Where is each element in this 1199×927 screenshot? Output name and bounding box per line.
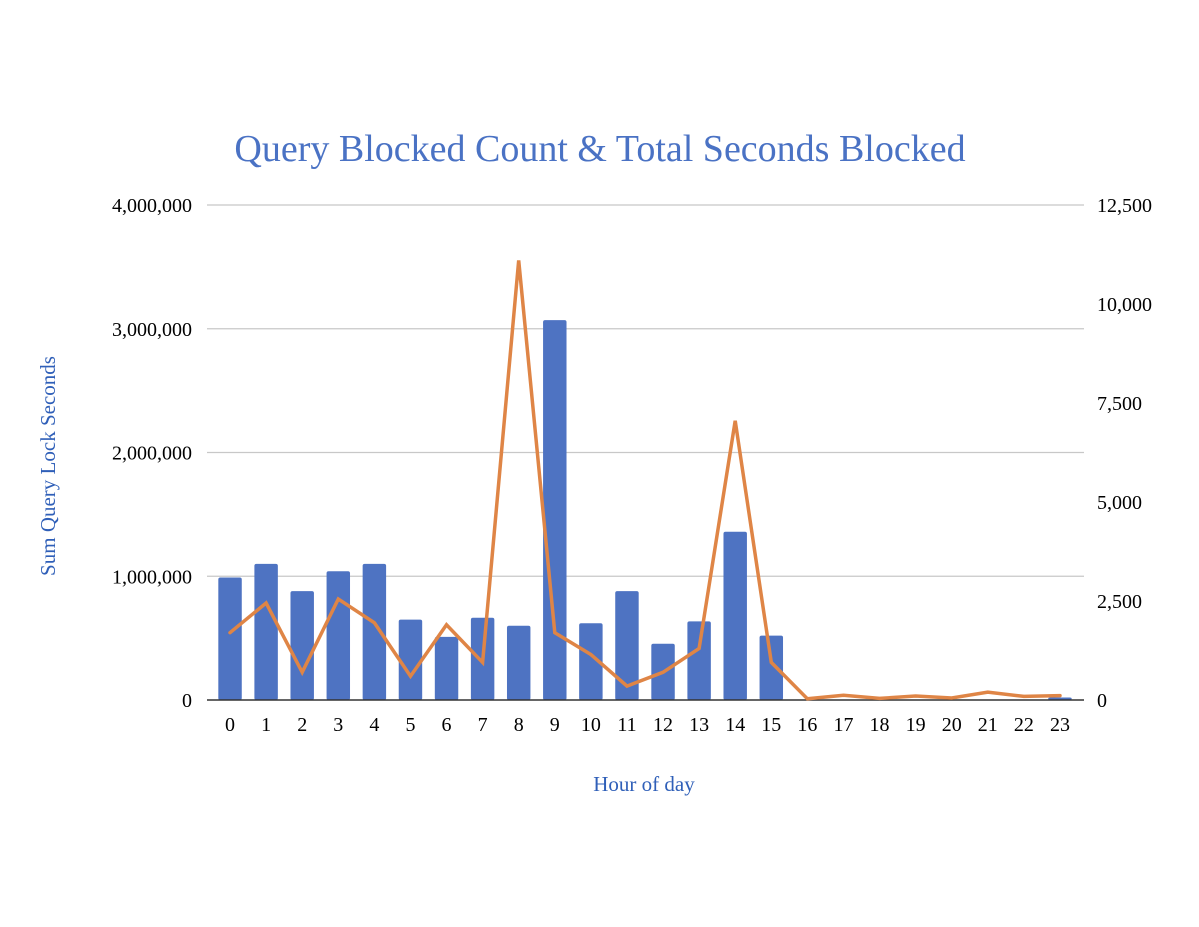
left-tick-label: 2,000,000 xyxy=(112,443,192,465)
x-tick-label: 6 xyxy=(442,714,452,736)
x-tick-label: 9 xyxy=(550,714,560,736)
right-tick-label: 0 xyxy=(1097,690,1107,712)
right-tick-label: 5,000 xyxy=(1097,492,1142,514)
bar xyxy=(687,621,711,700)
y-axis-title: Sum Query Lock Seconds xyxy=(36,356,60,576)
x-tick-label: 2 xyxy=(297,714,307,736)
x-tick-label: 10 xyxy=(581,714,601,736)
right-tick-label: 7,500 xyxy=(1097,393,1142,415)
x-tick-label: 12 xyxy=(653,714,673,736)
x-tick-label: 23 xyxy=(1050,714,1070,736)
x-tick-label: 22 xyxy=(1014,714,1034,736)
x-tick-label: 21 xyxy=(978,714,998,736)
x-axis-title: Hour of day xyxy=(593,772,695,796)
bar xyxy=(543,320,567,700)
bar-series xyxy=(218,320,1072,700)
x-tick-label: 5 xyxy=(405,714,415,736)
bar xyxy=(290,591,314,700)
x-tick-label: 16 xyxy=(797,714,817,736)
right-tick-label: 12,500 xyxy=(1097,195,1152,217)
x-tick-label: 11 xyxy=(617,714,636,736)
bar xyxy=(723,531,747,700)
bar xyxy=(506,625,531,700)
x-tick-label: 18 xyxy=(870,714,890,736)
bar xyxy=(326,571,351,700)
gridlines xyxy=(207,204,1084,577)
x-tick-label: 20 xyxy=(942,714,962,736)
right-tick-label: 10,000 xyxy=(1097,294,1152,316)
left-tick-label: 4,000,000 xyxy=(112,195,192,217)
bar xyxy=(362,563,387,700)
bar xyxy=(759,635,784,700)
x-tick-label: 17 xyxy=(833,714,853,736)
chart-title: Query Blocked Count & Total Seconds Bloc… xyxy=(234,128,965,170)
x-tick-label: 4 xyxy=(369,714,379,736)
bar xyxy=(398,619,423,700)
bar xyxy=(218,577,242,700)
x-tick-label: 19 xyxy=(906,714,926,736)
x-tick-label: 8 xyxy=(514,714,524,736)
bar xyxy=(254,563,278,700)
bar xyxy=(615,591,639,700)
left-tick-label: 3,000,000 xyxy=(112,319,192,341)
line-path xyxy=(228,260,1062,701)
right-tick-label: 2,500 xyxy=(1097,591,1142,613)
x-tick-label: 3 xyxy=(333,714,343,736)
bar xyxy=(579,623,603,700)
bar xyxy=(434,636,459,700)
x-tick-label: 7 xyxy=(478,714,488,736)
x-tick-label: 0 xyxy=(225,714,235,736)
left-tick-label: 1,000,000 xyxy=(112,566,192,588)
x-tick-label: 1 xyxy=(261,714,271,736)
left-axis-ticks: 0 1,000,000 2,000,000 3,000,000 4,000,000 xyxy=(112,195,192,712)
line-series xyxy=(228,260,1062,701)
right-axis-ticks: 0 2,500 5,000 7,500 10,000 12,500 xyxy=(1097,195,1152,712)
x-axis-ticks: 0 1 2 3 4 5 6 7 8 9 10 11 12 13 14 15 16 17 18 19 20 21 22 23 xyxy=(225,714,1070,736)
x-tick-label: 14 xyxy=(725,714,745,736)
x-tick-label: 15 xyxy=(761,714,781,736)
x-tick-label: 13 xyxy=(689,714,709,736)
left-tick-label: 0 xyxy=(182,690,192,712)
